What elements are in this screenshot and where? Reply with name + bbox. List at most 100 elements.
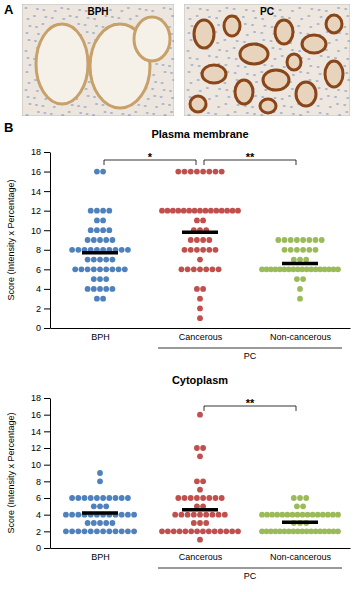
nucleus — [344, 90, 347, 92]
nucleus — [283, 105, 286, 107]
y-tick-mark — [44, 152, 50, 153]
nucleus — [345, 33, 348, 35]
nucleus — [88, 81, 91, 83]
dot — [69, 247, 75, 253]
dot — [88, 208, 94, 214]
dot — [103, 237, 109, 243]
nucleus — [161, 82, 164, 84]
dot — [282, 247, 288, 253]
nucleus — [308, 79, 311, 81]
nucleus — [34, 40, 37, 42]
dot — [181, 208, 187, 214]
nucleus — [189, 82, 192, 84]
dot — [206, 237, 212, 243]
nucleus — [291, 88, 294, 90]
dot — [194, 528, 200, 534]
dot — [313, 247, 319, 253]
nucleus — [223, 39, 226, 41]
nucleus — [216, 42, 219, 44]
dot — [110, 520, 116, 526]
dot — [97, 503, 103, 509]
nucleus — [288, 95, 291, 97]
nucleus — [224, 103, 227, 105]
nucleus — [233, 47, 236, 49]
dot — [200, 528, 206, 534]
dot — [290, 512, 296, 518]
y-axis: 024681012141618 — [31, 147, 51, 333]
dot — [82, 495, 88, 501]
nucleus — [169, 8, 172, 10]
nucleus — [50, 113, 53, 115]
nucleus — [25, 114, 28, 116]
dot — [85, 266, 91, 272]
nucleus — [144, 105, 147, 107]
nucleus — [77, 23, 80, 25]
nucleus — [218, 88, 221, 90]
dot — [182, 495, 188, 501]
significance-label: * — [148, 151, 153, 163]
nucleus — [223, 82, 226, 84]
nucleus — [319, 112, 322, 114]
nucleus — [186, 50, 189, 52]
y-tick-label: 10 — [31, 226, 41, 236]
dot — [188, 237, 194, 243]
y-axis-title: Score (Intensity x Percentage) — [6, 179, 16, 300]
dot — [200, 286, 206, 292]
gland — [326, 15, 342, 33]
nucleus — [338, 114, 341, 116]
y-tick: 4 — [36, 284, 50, 294]
nucleus — [164, 71, 167, 73]
dot — [91, 237, 97, 243]
dot — [264, 512, 270, 518]
nucleus — [261, 18, 264, 20]
dot — [197, 537, 203, 543]
dot — [91, 520, 97, 526]
nucleus — [188, 18, 191, 20]
significance-label: ** — [246, 151, 255, 163]
nucleus — [253, 113, 256, 115]
x-tick-label: Cancerous — [179, 332, 223, 342]
nucleus — [168, 104, 171, 106]
nucleus — [344, 8, 347, 10]
dot — [179, 266, 185, 272]
nucleus — [163, 7, 166, 9]
nucleus — [337, 89, 340, 91]
y-tick-label: 2 — [36, 527, 41, 537]
nucleus — [60, 7, 63, 9]
dot — [197, 315, 203, 321]
y-tick-label: 14 — [31, 186, 41, 196]
nucleus — [325, 88, 328, 90]
dot — [185, 266, 191, 272]
dot — [335, 266, 341, 272]
dot-chart: Cytoplasm024681012141618Score (Intensity… — [6, 374, 351, 581]
nucleus — [263, 25, 266, 27]
nucleus — [218, 49, 221, 51]
y-tick: 2 — [36, 527, 50, 537]
nucleus — [88, 42, 91, 44]
gland — [190, 96, 206, 112]
gland — [263, 70, 289, 90]
nucleus — [33, 97, 36, 99]
nucleus — [170, 72, 173, 74]
y-tick: 12 — [31, 206, 50, 216]
nucleus — [61, 114, 64, 116]
nucleus — [334, 57, 337, 59]
dot — [100, 208, 106, 214]
nucleus — [328, 42, 331, 44]
dot — [210, 266, 216, 272]
nucleus — [151, 10, 154, 12]
dot — [300, 247, 306, 253]
x-axis: BPHCancerousNon-cancerous — [51, 328, 351, 342]
dot — [182, 169, 188, 175]
dot — [218, 528, 224, 534]
dot — [216, 512, 222, 518]
group-label: PC — [244, 351, 257, 361]
nucleus — [225, 89, 228, 91]
image-background — [22, 4, 174, 116]
dot — [203, 266, 209, 272]
dot — [85, 257, 91, 263]
nucleus — [36, 8, 39, 10]
nucleus — [316, 80, 319, 82]
nucleus — [186, 89, 189, 91]
y-tick-label: 6 — [36, 493, 41, 503]
